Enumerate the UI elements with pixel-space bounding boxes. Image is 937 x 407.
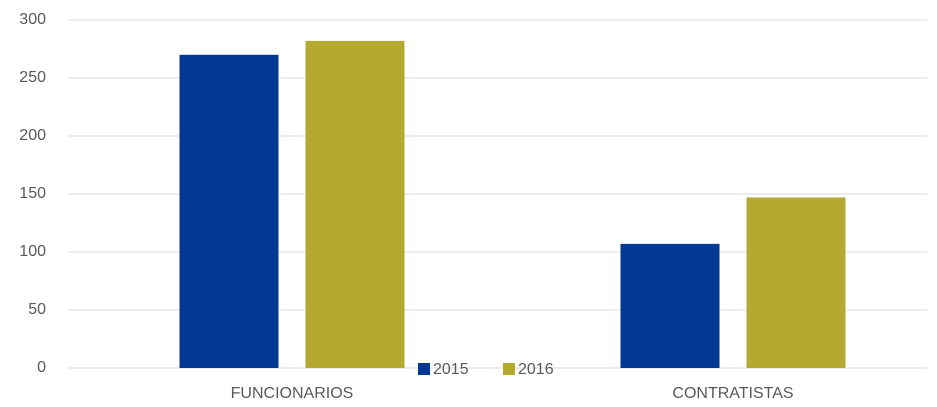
y-tick-label: 0 — [37, 359, 46, 376]
legend-label: 2016 — [518, 361, 554, 378]
bar — [746, 197, 846, 368]
legend-swatch — [503, 363, 515, 375]
x-tick-label: CONTRATISTAS — [672, 385, 793, 402]
legend-swatch — [418, 363, 430, 375]
x-tick-label: FUNCIONARIOS — [231, 385, 354, 402]
y-tick-label: 250 — [19, 69, 46, 86]
y-tick-label: 150 — [19, 185, 46, 202]
bar — [305, 40, 405, 368]
y-tick-label: 100 — [19, 243, 46, 260]
y-tick-label: 200 — [19, 127, 46, 144]
bar — [179, 54, 279, 369]
y-tick-label: 300 — [19, 11, 46, 28]
y-tick-label: 50 — [28, 301, 46, 318]
bar — [620, 243, 720, 368]
legend-label: 2015 — [433, 361, 469, 378]
